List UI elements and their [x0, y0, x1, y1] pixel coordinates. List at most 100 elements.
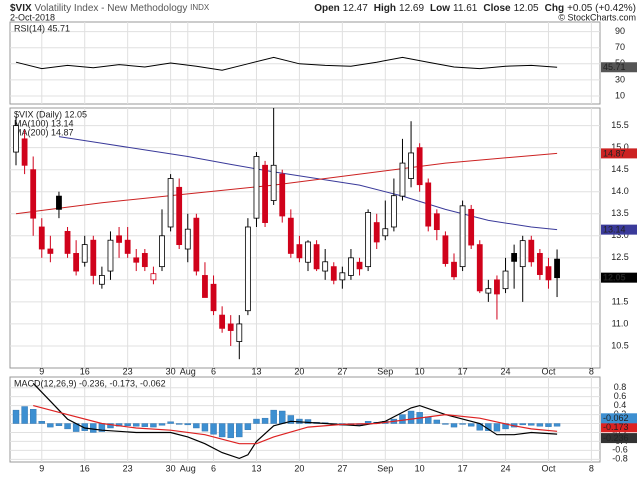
- candle-body: [244, 226, 251, 312]
- x-tick-label: 23: [123, 463, 133, 473]
- histogram-bar: [553, 423, 561, 427]
- candle-body: [236, 323, 243, 342]
- histogram-bar: [425, 416, 432, 424]
- candle-body: [202, 275, 208, 298]
- histogram-bar: [442, 423, 449, 425]
- histogram-bar: [519, 423, 526, 426]
- histogram-bar: [124, 423, 131, 426]
- histogram-bar: [279, 410, 286, 424]
- candle-body: [330, 266, 337, 281]
- candle-body: [64, 230, 71, 254]
- candle-body: [416, 147, 423, 186]
- x-tick-label: 10: [415, 463, 425, 473]
- panel-title: RSI(14) 45.71: [14, 23, 70, 33]
- candle-body: [176, 186, 183, 246]
- quote-value: 11.61: [453, 3, 478, 14]
- candle-body: [365, 212, 372, 268]
- quote-label: Close: [483, 3, 511, 14]
- histogram-bar: [175, 423, 183, 425]
- histogram-bar: [21, 406, 28, 424]
- candle-body: [528, 239, 535, 263]
- candle-body: [296, 244, 303, 259]
- candle-body: [81, 244, 88, 263]
- candle-body: [476, 244, 483, 292]
- histogram-bar: [150, 423, 157, 428]
- histogram-bar: [407, 410, 415, 424]
- y-tick-label: 14.5: [611, 164, 629, 174]
- histogram-bar: [107, 423, 114, 429]
- y-tick-label: -0.6: [612, 445, 628, 455]
- legend-entry: MA(100) 13.14: [14, 118, 74, 128]
- histogram-bar: [304, 419, 312, 424]
- x-tick-label: Sep: [377, 463, 393, 473]
- candle-body: [184, 228, 191, 250]
- histogram-bar: [459, 423, 466, 425]
- x-tick-label: Sep: [377, 366, 393, 376]
- x-tick-label: Oct: [541, 366, 556, 376]
- candle-body: [348, 257, 354, 276]
- legend-entry: MA(200) 14.87: [14, 127, 74, 137]
- y-tick-label: 0.4: [614, 400, 627, 410]
- histogram-bar: [29, 409, 37, 424]
- quote-value: +0.05 (+0.42%): [567, 3, 636, 14]
- value-box: [601, 224, 637, 235]
- histogram-bar: [236, 423, 243, 438]
- y-tick-label: 13.0: [611, 230, 629, 240]
- quote-label: Low: [430, 3, 450, 14]
- candle-body: [536, 253, 543, 275]
- histogram-bar: [141, 423, 149, 427]
- candle-body: [545, 266, 552, 281]
- candle-body: [279, 173, 286, 217]
- quote-label: High: [374, 3, 396, 14]
- candle-body: [116, 235, 122, 243]
- y-tick-label: 10.5: [611, 340, 629, 350]
- histogram-bar: [184, 423, 191, 426]
- candle-body: [373, 222, 380, 243]
- value-box: [601, 272, 637, 283]
- x-tick-label: 30: [166, 463, 176, 473]
- y-tick-label: 12.5: [611, 252, 629, 262]
- x-tick-label: Aug: [180, 366, 196, 376]
- panel-frame: [9, 21, 601, 105]
- candle-body: [322, 261, 329, 272]
- histogram-bar: [450, 423, 458, 428]
- histogram-bar: [287, 415, 295, 424]
- candle-body: [38, 226, 45, 250]
- candle-body: [399, 162, 406, 197]
- value-box: [601, 433, 637, 444]
- x-tick-label: 23: [123, 366, 133, 376]
- value-box-label: -0.236: [603, 433, 629, 443]
- candle-body: [262, 164, 268, 223]
- y-tick-label: 0.8: [614, 382, 627, 392]
- x-tick-label: 20: [294, 463, 304, 473]
- histogram-bar: [536, 423, 544, 427]
- symbol: $VIX: [10, 3, 32, 14]
- histogram-bar: [244, 423, 252, 430]
- histogram-bar: [210, 423, 217, 435]
- histogram-bar: [493, 423, 501, 432]
- x-tick-label: 13: [251, 463, 261, 473]
- candle-body: [554, 258, 560, 279]
- x-tick-label: 8: [589, 366, 594, 376]
- value-box: [601, 413, 637, 424]
- x-tick-label: 9: [39, 366, 44, 376]
- histogram-bar: [433, 419, 441, 424]
- candle-body: [305, 241, 311, 263]
- candle-body: [227, 323, 234, 331]
- x-tick-label: 17: [458, 463, 468, 473]
- candle-body: [47, 248, 54, 254]
- histogram-bar: [12, 409, 20, 424]
- histogram-bar: [270, 409, 277, 424]
- panel-title: $VIX (Daily) 12.05: [14, 109, 87, 119]
- histogram-bar: [467, 423, 475, 427]
- histogram-bar: [399, 414, 406, 424]
- candle-body: [339, 272, 346, 281]
- candle-body: [287, 217, 294, 254]
- candle-body: [159, 235, 165, 268]
- candle-body: [408, 152, 414, 179]
- histogram-bar: [201, 423, 209, 432]
- histogram-bar: [64, 423, 71, 430]
- candle-body: [511, 253, 518, 262]
- candle-body: [193, 217, 200, 272]
- x-tick-label: 24: [501, 366, 511, 376]
